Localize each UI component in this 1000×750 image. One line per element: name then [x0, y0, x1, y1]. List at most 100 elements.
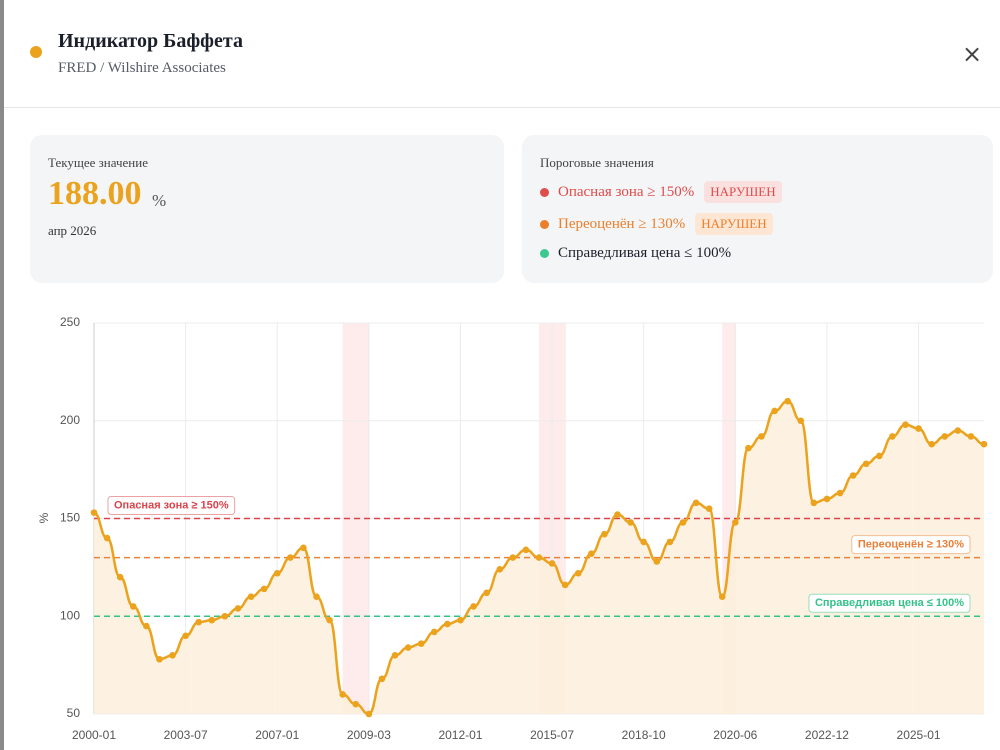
point	[902, 421, 909, 428]
dot	[540, 187, 549, 197]
point	[718, 593, 726, 600]
point	[143, 622, 150, 630]
threshold-item: Переоценён ≥ 130% НАРУШЕН	[540, 213, 773, 235]
threshold-label: Опасная зона ≥ 150%	[114, 499, 229, 511]
status-dot	[30, 46, 42, 58]
point	[483, 589, 490, 597]
point	[522, 546, 530, 554]
point	[836, 489, 844, 497]
point	[103, 534, 111, 542]
threshold-label: Переоценён ≥ 130%	[858, 539, 964, 551]
badge: НАРУШЕН	[704, 181, 782, 203]
point	[457, 616, 464, 624]
x-tick-label: 2009-03	[347, 728, 391, 742]
point	[548, 560, 556, 567]
point	[208, 616, 216, 624]
title: Индикатор Баффета	[58, 30, 243, 52]
point	[732, 519, 739, 526]
y-tick-label: 100	[60, 608, 80, 622]
y-tick-label: 150	[60, 511, 80, 525]
x-tick-label: 2000-01	[72, 728, 116, 742]
x-tick-label: 2012-01	[438, 728, 482, 742]
point	[692, 499, 700, 507]
point	[980, 440, 988, 448]
point	[260, 585, 268, 593]
point	[954, 427, 962, 434]
header: Индикатор Баффета FRED / Wilshire Associ…	[4, 0, 1000, 108]
point	[758, 433, 765, 440]
label: Текущее значение	[48, 155, 148, 170]
point	[496, 566, 504, 573]
value: 188.00	[48, 175, 142, 212]
point	[653, 558, 661, 565]
point	[915, 425, 922, 432]
point	[627, 519, 634, 526]
point	[640, 538, 648, 546]
threshold-item: Справедливая цена ≤ 100%	[540, 245, 731, 262]
point	[129, 603, 137, 610]
point	[967, 433, 975, 440]
close-button[interactable]: ×	[962, 40, 983, 68]
point	[574, 569, 582, 577]
y-tick-label: 50	[67, 706, 81, 720]
threshold-text: Опасная зона ≥ 150%	[558, 183, 695, 200]
point	[365, 710, 373, 718]
point	[116, 573, 124, 581]
dot	[540, 219, 549, 229]
x-tick-label: 2018-10	[622, 728, 666, 742]
point	[378, 675, 386, 683]
x-tick-label: 2007-01	[255, 728, 299, 742]
point	[339, 691, 346, 698]
point	[509, 554, 517, 561]
point	[941, 433, 949, 440]
label: Пороговые значения	[540, 155, 654, 170]
subtitle: FRED / Wilshire Associates	[58, 60, 226, 76]
point	[601, 530, 608, 538]
point	[182, 632, 189, 640]
threshold-label-box	[851, 535, 971, 555]
point	[470, 603, 477, 610]
x-tick-label: 2022-12	[805, 728, 849, 742]
point	[862, 460, 870, 468]
point	[875, 452, 883, 460]
point	[705, 505, 713, 513]
point	[561, 581, 569, 589]
point	[928, 440, 935, 448]
point	[771, 407, 778, 415]
point	[90, 509, 98, 516]
threshold-label: Справедливая цена ≤ 100%	[815, 597, 964, 609]
point	[300, 544, 307, 552]
threshold-label-box	[808, 593, 971, 613]
point	[391, 652, 399, 659]
point	[352, 700, 360, 708]
point	[287, 554, 294, 561]
point	[889, 433, 896, 440]
point	[745, 444, 752, 452]
point	[417, 640, 425, 647]
threshold-text: Переоценён ≥ 130%	[558, 215, 686, 232]
point	[535, 554, 543, 561]
point	[823, 495, 831, 503]
x-tick-label: 2015-07	[530, 728, 574, 742]
point	[326, 616, 333, 624]
point	[444, 620, 451, 628]
current-card: Текущее значение 188.00 % апр 2026	[30, 135, 504, 283]
point	[234, 605, 242, 612]
point	[273, 569, 281, 577]
date: апр 2026	[48, 223, 97, 238]
x-tick-label: 2020-06	[713, 728, 757, 742]
point	[247, 593, 255, 600]
point	[849, 472, 857, 479]
y-tick-label: 200	[60, 413, 80, 427]
point	[784, 397, 791, 405]
point	[195, 618, 203, 626]
point	[156, 655, 163, 663]
x-tick-label: 2025-01	[897, 728, 941, 742]
y-tick-label: 250	[60, 315, 80, 329]
line	[93, 399, 985, 716]
point	[679, 519, 687, 526]
point	[666, 538, 674, 546]
point	[810, 499, 818, 507]
dot	[540, 249, 549, 258]
